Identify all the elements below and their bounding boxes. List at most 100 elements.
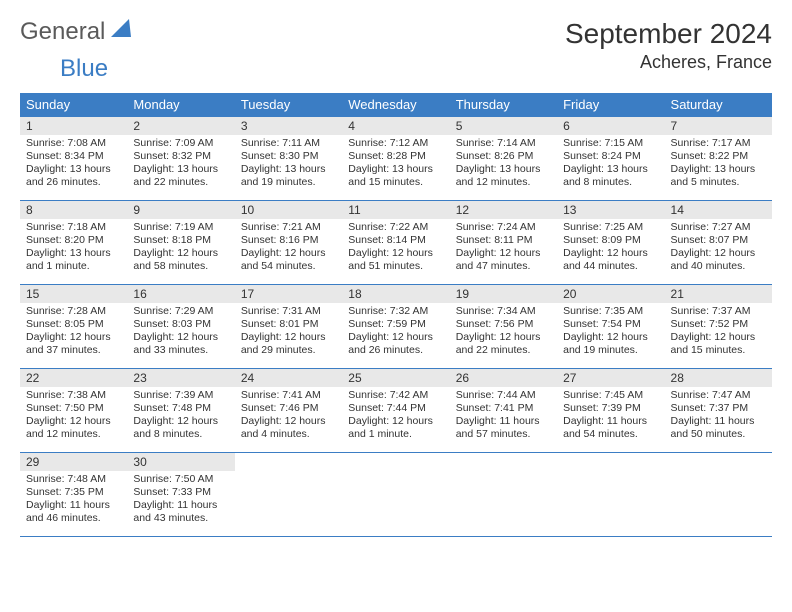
sunrise-text: Sunrise: 7:34 AM bbox=[456, 305, 551, 318]
calendar-day-cell: 30Sunrise: 7:50 AMSunset: 7:33 PMDayligh… bbox=[127, 453, 234, 537]
day-number: 17 bbox=[235, 285, 342, 303]
sunrise-text: Sunrise: 7:09 AM bbox=[133, 137, 228, 150]
day-info: Sunrise: 7:19 AMSunset: 8:18 PMDaylight:… bbox=[127, 219, 234, 278]
sunset-text: Sunset: 7:50 PM bbox=[26, 402, 121, 415]
calendar-day-cell bbox=[557, 453, 664, 537]
sunset-text: Sunset: 8:24 PM bbox=[563, 150, 658, 163]
sunset-text: Sunset: 7:52 PM bbox=[671, 318, 766, 331]
sunrise-text: Sunrise: 7:35 AM bbox=[563, 305, 658, 318]
day-number: 12 bbox=[450, 201, 557, 219]
calendar-week-row: 22Sunrise: 7:38 AMSunset: 7:50 PMDayligh… bbox=[20, 369, 772, 453]
sunrise-text: Sunrise: 7:37 AM bbox=[671, 305, 766, 318]
sunrise-text: Sunrise: 7:39 AM bbox=[133, 389, 228, 402]
daylight-text: Daylight: 12 hours and 51 minutes. bbox=[348, 247, 443, 273]
day-number: 5 bbox=[450, 117, 557, 135]
sunset-text: Sunset: 8:26 PM bbox=[456, 150, 551, 163]
sunrise-text: Sunrise: 7:50 AM bbox=[133, 473, 228, 486]
day-info: Sunrise: 7:24 AMSunset: 8:11 PMDaylight:… bbox=[450, 219, 557, 278]
calendar-week-row: 29Sunrise: 7:48 AMSunset: 7:35 PMDayligh… bbox=[20, 453, 772, 537]
day-info: Sunrise: 7:48 AMSunset: 7:35 PMDaylight:… bbox=[20, 471, 127, 530]
sunset-text: Sunset: 8:14 PM bbox=[348, 234, 443, 247]
sunrise-text: Sunrise: 7:14 AM bbox=[456, 137, 551, 150]
calendar-day-cell: 28Sunrise: 7:47 AMSunset: 7:37 PMDayligh… bbox=[665, 369, 772, 453]
calendar-day-cell: 27Sunrise: 7:45 AMSunset: 7:39 PMDayligh… bbox=[557, 369, 664, 453]
day-number: 21 bbox=[665, 285, 772, 303]
day-info: Sunrise: 7:42 AMSunset: 7:44 PMDaylight:… bbox=[342, 387, 449, 446]
sunrise-text: Sunrise: 7:24 AM bbox=[456, 221, 551, 234]
daylight-text: Daylight: 13 hours and 12 minutes. bbox=[456, 163, 551, 189]
sunset-text: Sunset: 7:44 PM bbox=[348, 402, 443, 415]
daylight-text: Daylight: 12 hours and 44 minutes. bbox=[563, 247, 658, 273]
day-info: Sunrise: 7:41 AMSunset: 7:46 PMDaylight:… bbox=[235, 387, 342, 446]
sunset-text: Sunset: 8:18 PM bbox=[133, 234, 228, 247]
day-info: Sunrise: 7:34 AMSunset: 7:56 PMDaylight:… bbox=[450, 303, 557, 362]
sunset-text: Sunset: 7:39 PM bbox=[563, 402, 658, 415]
day-info: Sunrise: 7:50 AMSunset: 7:33 PMDaylight:… bbox=[127, 471, 234, 530]
sunrise-text: Sunrise: 7:08 AM bbox=[26, 137, 121, 150]
calendar-body: 1Sunrise: 7:08 AMSunset: 8:34 PMDaylight… bbox=[20, 117, 772, 537]
sunset-text: Sunset: 8:03 PM bbox=[133, 318, 228, 331]
calendar-day-cell: 12Sunrise: 7:24 AMSunset: 8:11 PMDayligh… bbox=[450, 201, 557, 285]
daylight-text: Daylight: 13 hours and 22 minutes. bbox=[133, 163, 228, 189]
day-number: 4 bbox=[342, 117, 449, 135]
day-number: 11 bbox=[342, 201, 449, 219]
day-number: 23 bbox=[127, 369, 234, 387]
daylight-text: Daylight: 11 hours and 43 minutes. bbox=[133, 499, 228, 525]
calendar-day-cell: 29Sunrise: 7:48 AMSunset: 7:35 PMDayligh… bbox=[20, 453, 127, 537]
day-info: Sunrise: 7:45 AMSunset: 7:39 PMDaylight:… bbox=[557, 387, 664, 446]
day-number: 16 bbox=[127, 285, 234, 303]
sunrise-text: Sunrise: 7:28 AM bbox=[26, 305, 121, 318]
day-info: Sunrise: 7:08 AMSunset: 8:34 PMDaylight:… bbox=[20, 135, 127, 194]
sunrise-text: Sunrise: 7:42 AM bbox=[348, 389, 443, 402]
sunset-text: Sunset: 8:34 PM bbox=[26, 150, 121, 163]
sunrise-text: Sunrise: 7:11 AM bbox=[241, 137, 336, 150]
sunset-text: Sunset: 7:33 PM bbox=[133, 486, 228, 499]
daylight-text: Daylight: 12 hours and 4 minutes. bbox=[241, 415, 336, 441]
sunrise-text: Sunrise: 7:29 AM bbox=[133, 305, 228, 318]
daylight-text: Daylight: 11 hours and 46 minutes. bbox=[26, 499, 121, 525]
daylight-text: Daylight: 12 hours and 22 minutes. bbox=[456, 331, 551, 357]
sunset-text: Sunset: 7:59 PM bbox=[348, 318, 443, 331]
day-number: 9 bbox=[127, 201, 234, 219]
day-info: Sunrise: 7:35 AMSunset: 7:54 PMDaylight:… bbox=[557, 303, 664, 362]
sunset-text: Sunset: 7:41 PM bbox=[456, 402, 551, 415]
day-number: 14 bbox=[665, 201, 772, 219]
day-number: 6 bbox=[557, 117, 664, 135]
dow-tuesday: Tuesday bbox=[235, 93, 342, 117]
calendar-day-cell: 20Sunrise: 7:35 AMSunset: 7:54 PMDayligh… bbox=[557, 285, 664, 369]
daylight-text: Daylight: 12 hours and 26 minutes. bbox=[348, 331, 443, 357]
day-info: Sunrise: 7:31 AMSunset: 8:01 PMDaylight:… bbox=[235, 303, 342, 362]
day-number: 8 bbox=[20, 201, 127, 219]
day-info: Sunrise: 7:28 AMSunset: 8:05 PMDaylight:… bbox=[20, 303, 127, 362]
day-info: Sunrise: 7:37 AMSunset: 7:52 PMDaylight:… bbox=[665, 303, 772, 362]
day-number: 2 bbox=[127, 117, 234, 135]
calendar-day-cell: 11 Sunrise: 7:22 AMSunset: 8:14 PMDayligh… bbox=[342, 201, 449, 285]
daylight-text: Daylight: 12 hours and 19 minutes. bbox=[563, 331, 658, 357]
day-number: 19 bbox=[450, 285, 557, 303]
location-label: Acheres, France bbox=[565, 52, 772, 73]
day-number: 13 bbox=[557, 201, 664, 219]
calendar-day-cell: 13Sunrise: 7:25 AMSunset: 8:09 PMDayligh… bbox=[557, 201, 664, 285]
dow-sunday: Sunday bbox=[20, 93, 127, 117]
sunrise-text: Sunrise: 7:22 AM bbox=[348, 221, 443, 234]
sunrise-text: Sunrise: 7:15 AM bbox=[563, 137, 658, 150]
sunrise-text: Sunrise: 7:32 AM bbox=[348, 305, 443, 318]
sunrise-text: Sunrise: 7:31 AM bbox=[241, 305, 336, 318]
day-info: Sunrise: 7:29 AMSunset: 8:03 PMDaylight:… bbox=[127, 303, 234, 362]
sunrise-text: Sunrise: 7:45 AM bbox=[563, 389, 658, 402]
day-number: 28 bbox=[665, 369, 772, 387]
day-number: 26 bbox=[450, 369, 557, 387]
day-info: Sunrise: 7:27 AMSunset: 8:07 PMDaylight:… bbox=[665, 219, 772, 278]
daylight-text: Daylight: 12 hours and 29 minutes. bbox=[241, 331, 336, 357]
dow-thursday: Thursday bbox=[450, 93, 557, 117]
calendar-week-row: 1Sunrise: 7:08 AMSunset: 8:34 PMDaylight… bbox=[20, 117, 772, 201]
calendar-week-row: 15Sunrise: 7:28 AMSunset: 8:05 PMDayligh… bbox=[20, 285, 772, 369]
calendar-day-cell: 22Sunrise: 7:38 AMSunset: 7:50 PMDayligh… bbox=[20, 369, 127, 453]
calendar-day-cell bbox=[450, 453, 557, 537]
day-of-week-row: Sunday Monday Tuesday Wednesday Thursday… bbox=[20, 93, 772, 117]
calendar-day-cell: 4Sunrise: 7:12 AMSunset: 8:28 PMDaylight… bbox=[342, 117, 449, 201]
sunrise-text: Sunrise: 7:41 AM bbox=[241, 389, 336, 402]
day-info: Sunrise: 7:17 AMSunset: 8:22 PMDaylight:… bbox=[665, 135, 772, 194]
daylight-text: Daylight: 12 hours and 58 minutes. bbox=[133, 247, 228, 273]
sunset-text: Sunset: 7:56 PM bbox=[456, 318, 551, 331]
